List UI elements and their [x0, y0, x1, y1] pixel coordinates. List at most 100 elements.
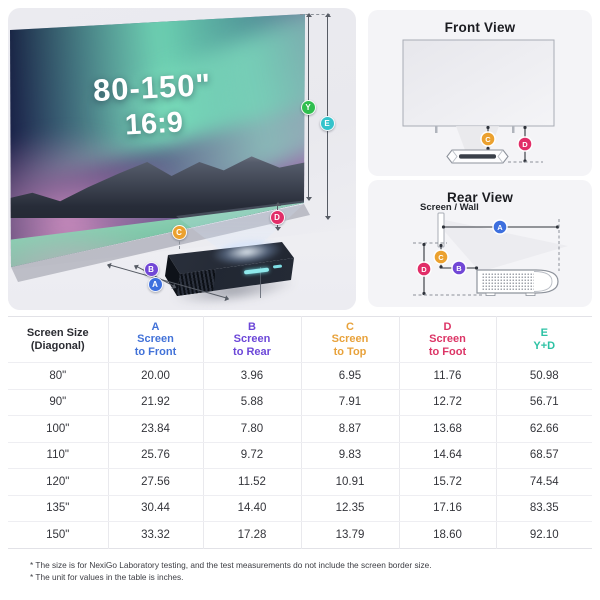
projector-foot	[525, 292, 536, 296]
cell-a: 30.44	[107, 495, 203, 522]
cell-c: 13.79	[300, 521, 399, 548]
cell-d: 11.76	[398, 362, 496, 390]
table-row: 100" 23.84 7.80 8.87 13.68 62.66	[8, 415, 592, 443]
vent-grid	[481, 273, 534, 290]
header-b-screen-to-rear: B Screen to Rear	[202, 316, 301, 363]
screen-wall-bar	[437, 212, 445, 248]
cell-a: 23.84	[107, 415, 203, 443]
svg-text:B: B	[456, 264, 462, 273]
badge-a: A	[147, 276, 163, 292]
cell-a: 33.32	[107, 521, 203, 548]
cell-c: 7.91	[300, 389, 399, 416]
badge-d: D	[517, 136, 533, 152]
cell-a: 20.00	[107, 362, 203, 390]
rear-view-diagram: Screen / Wall	[413, 202, 568, 296]
cell-b: 5.88	[202, 389, 301, 416]
svg-text:C: C	[438, 253, 444, 262]
light-beam	[445, 220, 568, 272]
svg-text:C: C	[485, 135, 491, 144]
table-row: 90" 21.92 5.88 7.91 12.72 56.71	[8, 389, 592, 416]
front-view-diagram: C D	[402, 39, 555, 164]
cell-size: 110"	[8, 442, 108, 469]
cell-b: 3.96	[202, 362, 301, 390]
cell-size: 80"	[8, 362, 108, 390]
cell-d: 15.72	[398, 468, 496, 496]
table-row: 80" 20.00 3.96 6.95 11.76 50.98	[8, 362, 592, 390]
footnote-unit: * The unit for values in the table is in…	[30, 571, 184, 582]
screen-outline	[402, 39, 555, 127]
dimension-tick	[260, 267, 261, 298]
cell-size: 135"	[8, 495, 108, 522]
cell-a: 21.92	[107, 389, 203, 416]
cell-a: 27.56	[107, 468, 203, 496]
cell-c: 9.83	[300, 442, 399, 469]
cell-c: 8.87	[300, 415, 399, 443]
throw-distance-table: Screen Size (Diagonal) A Screen to Front B…	[8, 316, 592, 549]
cell-e: 62.66	[495, 415, 592, 443]
screen-leg	[512, 126, 515, 133]
projector-foot	[485, 292, 496, 296]
rear-view-panel: Rear View Screen / Wall	[368, 180, 592, 307]
header-c-screen-to-top: C Screen to Top	[300, 316, 399, 363]
header-e-y-plus-d: E Y+D	[495, 316, 592, 363]
cell-e: 50.98	[495, 362, 592, 390]
lens-bar	[459, 154, 496, 159]
top-extension-dashed-line	[300, 14, 330, 15]
cell-c: 10.91	[300, 468, 399, 496]
svg-text:A: A	[497, 223, 503, 232]
lens-cap-line	[533, 271, 553, 292]
cell-e: 92.10	[495, 521, 592, 548]
footnote-test-size: * The size is for NexiGo Laboratory test…	[30, 560, 432, 570]
table-row: 110" 25.76 9.72 9.83 14.64 68.57	[8, 442, 592, 469]
footnotes: * The size is for NexiGo Laboratory test…	[30, 560, 432, 583]
badge-b: B	[451, 260, 467, 276]
cell-c: 6.95	[300, 362, 399, 390]
cell-size: 120"	[8, 468, 108, 496]
header-a-screen-to-front: A Screen to Front	[107, 316, 203, 363]
cell-d: 14.64	[398, 442, 496, 469]
cell-e: 83.35	[495, 495, 592, 522]
front-view-panel: Front View	[368, 10, 592, 176]
cell-b: 14.40	[202, 495, 301, 522]
cell-size: 150"	[46, 528, 70, 541]
cell-e: 56.71	[495, 389, 592, 416]
screen-leg	[435, 126, 438, 133]
svg-text:D: D	[522, 140, 528, 149]
header-d-screen-to-foot: D Screen to Foot	[398, 316, 496, 363]
badge-b: B	[143, 261, 159, 277]
table-header-row: Screen Size (Diagonal) A Screen to Front B…	[8, 316, 592, 363]
cell-d: 17.16	[398, 495, 496, 522]
header-screen-size: Screen Size (Diagonal)	[8, 316, 108, 363]
cell-d: 18.60	[398, 521, 496, 548]
screen-wall-label: Screen / Wall	[420, 202, 479, 213]
table-row: 135" 30.44 14.40 12.35 17.16 83.35	[8, 495, 592, 522]
cell-e: 68.57	[495, 442, 592, 469]
cell-size: 90"	[8, 389, 108, 416]
dimension-line-c-dashed	[179, 237, 180, 249]
rear-view-title: Rear View	[446, 190, 514, 205]
cell-e: 74.54	[495, 468, 592, 496]
cell-b: 11.52	[202, 468, 301, 496]
hero-scene: 80-150" 16:9 Y E D C B A	[8, 8, 356, 310]
front-view-title: Front View	[444, 20, 516, 35]
cell-d: 12.72	[398, 389, 496, 416]
badge-d: D	[269, 209, 285, 225]
table-row: 120" 27.56 11.52 10.91 15.72 74.54	[8, 468, 592, 496]
badge-d: D	[416, 261, 432, 277]
table-row: 150" 33.32 17.28 13.79 18.60 92.10	[8, 521, 592, 548]
svg-text:D: D	[421, 265, 427, 274]
cell-a: 25.76	[107, 442, 203, 469]
badge-a: A	[492, 219, 508, 235]
cell-size: 100"	[8, 415, 108, 443]
cell-d: 13.68	[398, 415, 496, 443]
badge-c: C	[171, 224, 187, 240]
cell-b: 9.72	[202, 442, 301, 469]
badge-c: C	[480, 131, 496, 147]
cell-b: 7.80	[202, 415, 301, 443]
cell-c: 12.35	[300, 495, 399, 522]
badge-y: Y	[300, 99, 316, 115]
cell-b: 17.28	[202, 521, 301, 548]
badge-e: E	[319, 115, 335, 131]
badge-c: C	[433, 249, 449, 265]
